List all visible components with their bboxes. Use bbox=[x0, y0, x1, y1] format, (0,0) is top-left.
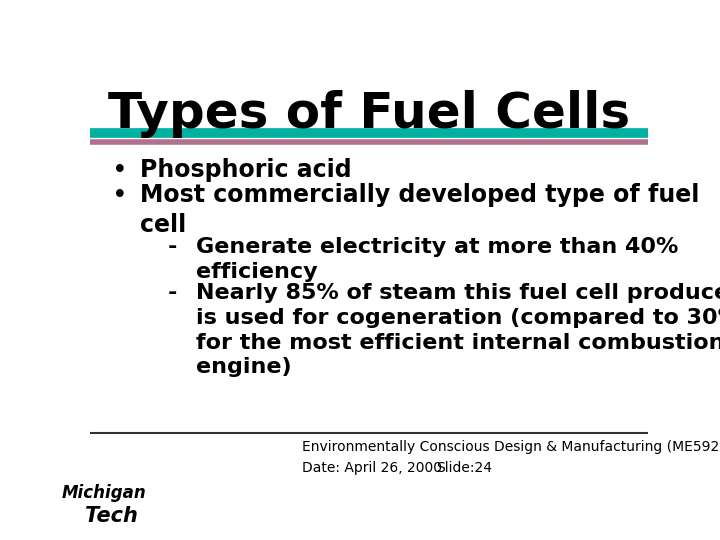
Text: Slide:24: Slide:24 bbox=[436, 461, 492, 475]
Text: •: • bbox=[112, 158, 128, 184]
Text: Types of Fuel Cells: Types of Fuel Cells bbox=[108, 90, 630, 138]
Text: •: • bbox=[112, 183, 128, 210]
Text: Phosphoric acid: Phosphoric acid bbox=[140, 158, 352, 183]
Text: Environmentally Conscious Design & Manufacturing (ME592): Environmentally Conscious Design & Manuf… bbox=[302, 440, 720, 454]
Text: Michigan: Michigan bbox=[62, 484, 147, 502]
Text: Most commercially developed type of fuel
cell: Most commercially developed type of fuel… bbox=[140, 183, 700, 237]
Text: Nearly 85% of steam this fuel cell produces
is used for cogeneration (compared t: Nearly 85% of steam this fuel cell produ… bbox=[196, 283, 720, 377]
Text: -: - bbox=[168, 283, 178, 303]
Text: -: - bbox=[168, 238, 178, 258]
Text: Generate electricity at more than 40%
efficiency: Generate electricity at more than 40% ef… bbox=[196, 238, 678, 282]
Text: Date: April 26, 2000: Date: April 26, 2000 bbox=[302, 461, 442, 475]
Text: Tech: Tech bbox=[85, 507, 138, 526]
